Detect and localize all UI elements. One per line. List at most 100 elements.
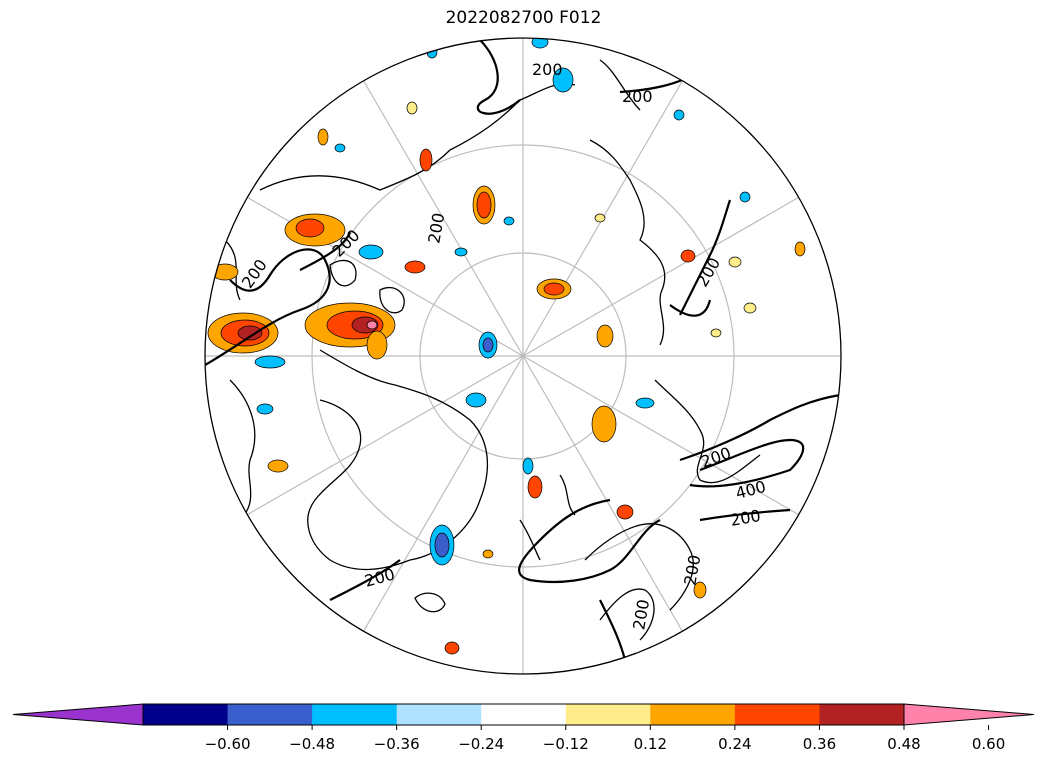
colorbar-swatch: [143, 704, 229, 725]
colorbar: −0.60 −0.48 −0.36 −0.24 −0.12 0.12 0.24 0.36 0.4…: [12, 703, 1035, 753]
colorbar-frame: [142, 703, 905, 726]
colorbar-extend-max: [903, 703, 1035, 726]
colorbar-tick-label: 0.36: [803, 735, 836, 753]
anomaly-patches: [207, 38, 806, 655]
positive-anomaly-patch: [616, 504, 634, 520]
negative-anomaly-patch: [256, 403, 274, 415]
meridian-line: [522, 355, 685, 635]
colorbar-tick-label: 0.48: [887, 735, 920, 753]
positive-anomaly-patch: [728, 256, 742, 268]
height-contour: [679, 199, 732, 316]
positive-anomaly-patch: [482, 549, 494, 559]
contour-label: 200: [729, 506, 762, 530]
positive-anomaly-patch: [237, 325, 263, 341]
height-contour: [699, 508, 791, 522]
coastline: [329, 259, 357, 287]
coastline: [589, 139, 666, 346]
negative-anomaly-patch: [482, 337, 494, 353]
colorbar-swatch: [650, 704, 736, 725]
negative-anomaly-patch: [254, 355, 286, 369]
coastline: [414, 592, 446, 613]
colorbar-swatch: [481, 704, 567, 725]
map-title: 2022082700 F012: [445, 8, 602, 28]
colorbar-swatch: [227, 704, 313, 725]
colorbar-swatch: [819, 704, 905, 725]
colorbar-tick-label: 0.12: [634, 735, 667, 753]
coastline: [599, 588, 655, 641]
positive-anomaly-patch: [295, 218, 325, 238]
meridian-line: [244, 355, 524, 517]
positive-anomaly-patch: [591, 405, 617, 443]
negative-anomaly-patch: [552, 67, 574, 93]
negative-anomaly-patch: [503, 216, 515, 226]
height-contour: [518, 498, 661, 584]
positive-anomaly-patch: [710, 328, 722, 338]
negative-anomaly-patch: [358, 244, 384, 260]
negative-anomaly-patch: [635, 397, 655, 409]
positive-anomaly-patch: [366, 320, 378, 330]
positive-anomaly-patch: [594, 213, 606, 223]
colorbar-swatch: [565, 704, 651, 725]
negative-anomaly-patch: [739, 191, 751, 203]
positive-anomaly-patch: [406, 101, 418, 115]
height-contour: [299, 231, 352, 271]
contour-label: 200: [622, 87, 653, 106]
positive-anomaly-patch: [419, 148, 433, 172]
height-contour: [679, 393, 841, 462]
positive-anomaly-patch: [680, 249, 696, 263]
positive-anomaly-patch: [743, 302, 757, 314]
negative-anomaly-patch: [465, 392, 487, 408]
colorbar-tick-label: −0.24: [458, 735, 504, 753]
colorbar-swatch: [312, 704, 398, 725]
meridian-line: [522, 355, 802, 517]
negative-anomaly-patch: [673, 109, 685, 121]
positive-anomaly-patch: [444, 641, 460, 655]
colorbar-extend-min: [12, 703, 144, 726]
positive-anomaly-patch: [596, 324, 614, 348]
coastline: [307, 399, 411, 571]
positive-anomaly-patch: [476, 191, 492, 219]
coastline: [519, 519, 541, 561]
coastline: [559, 474, 576, 516]
contour-label: 200: [532, 60, 563, 79]
positive-anomaly-patch: [693, 581, 707, 599]
polar-map: 200 200 200 200 200 200 400 200 200 200 …: [204, 37, 842, 675]
height-contour: [476, 39, 521, 115]
height-contours: [205, 39, 841, 661]
coastline: [584, 523, 694, 611]
height-contour: [329, 559, 401, 601]
negative-anomaly-patch: [434, 532, 450, 558]
positive-anomaly-patch: [317, 128, 329, 146]
height-contour: [205, 248, 331, 366]
positive-anomaly-patch: [527, 475, 543, 499]
negative-anomaly-patch: [454, 247, 468, 257]
coastline: [319, 349, 489, 561]
contour-label: 200: [238, 256, 271, 292]
colorbar-ticks: −0.60 −0.48 −0.36 −0.24 −0.12 0.12 0.24 0.36 0.4…: [205, 725, 1005, 753]
coastline: [259, 83, 576, 191]
contour-label: 200: [362, 565, 396, 591]
coastlines: [224, 59, 761, 641]
positive-anomaly-patch: [543, 282, 565, 296]
positive-anomaly-patch: [366, 330, 388, 360]
coastline: [599, 59, 641, 111]
coastline: [654, 379, 761, 484]
coastline: [379, 286, 405, 314]
contour-label: 200: [692, 254, 724, 290]
colorbar-swatch: [734, 704, 820, 725]
meridian-line: [522, 195, 802, 357]
graticule: [205, 38, 841, 674]
height-contour: [599, 599, 627, 661]
colorbar-swatches: [12, 703, 1035, 726]
height-contour: [689, 438, 805, 488]
positive-anomaly-patch: [404, 260, 426, 274]
colorbar-tick-label: −0.12: [543, 735, 589, 753]
height-contour: [669, 299, 712, 317]
meridian-line: [361, 77, 524, 357]
positive-anomaly-patch: [794, 241, 806, 257]
negative-anomaly-patch: [334, 143, 346, 153]
meridian-line: [361, 355, 524, 635]
colorbar-tick-label: −0.48: [289, 735, 335, 753]
colorbar-tick-label: 0.24: [718, 735, 751, 753]
colorbar-swatch: [396, 704, 482, 725]
